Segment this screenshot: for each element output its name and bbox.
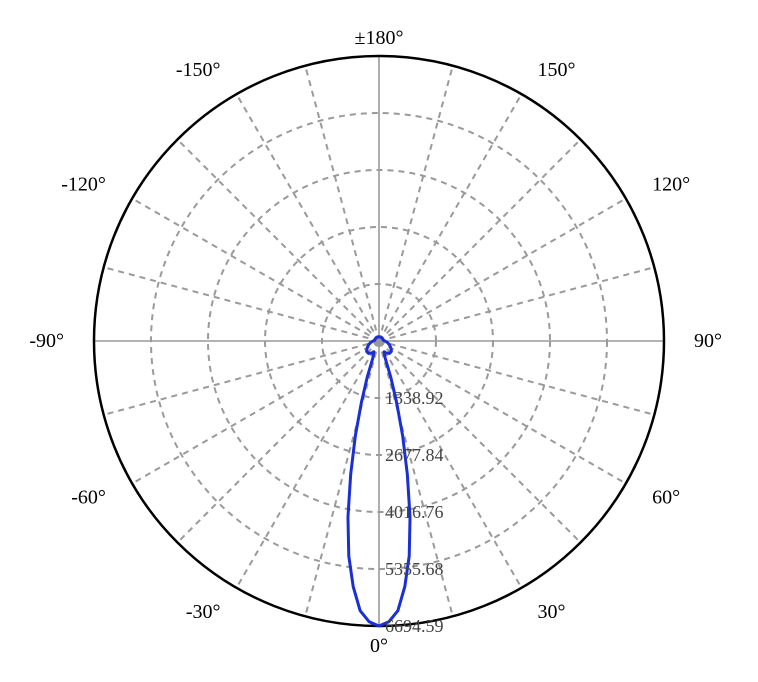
grid-spoke <box>379 66 453 341</box>
angle-label: -90° <box>29 330 64 352</box>
grid-spoke <box>132 341 379 484</box>
angle-label: 90° <box>694 330 722 352</box>
angle-label: 60° <box>652 487 680 509</box>
angle-label: ±180° <box>355 27 404 49</box>
grid-spoke <box>379 267 654 341</box>
angle-label: 150° <box>538 59 576 81</box>
grid-spoke <box>379 94 522 341</box>
grid-spoke <box>379 199 626 342</box>
radial-label: 1338.92 <box>385 388 444 408</box>
angle-label: -120° <box>61 174 106 196</box>
grid-spoke <box>379 139 581 341</box>
grid-spoke <box>104 341 379 415</box>
grid-spoke <box>237 94 380 341</box>
radial-label: 4016.76 <box>385 502 444 522</box>
grid-spoke <box>305 341 379 616</box>
angle-label: 30° <box>538 601 566 623</box>
radial-label: 5355.68 <box>385 559 444 579</box>
angle-label: 0° <box>370 635 388 657</box>
grid-spoke <box>237 341 380 588</box>
radial-label: 6694.59 <box>385 616 444 636</box>
grid-spoke <box>305 66 379 341</box>
radial-label: 2677.84 <box>385 445 444 465</box>
grid-spoke <box>177 139 379 341</box>
angle-label: -150° <box>176 59 221 81</box>
grid-spoke <box>104 267 379 341</box>
polar-chart: 1338.92 2677.84 4016.76 5355.68 6694.590° 30°… <box>0 0 758 682</box>
angle-label: -60° <box>71 487 106 509</box>
angle-label: -30° <box>186 601 221 623</box>
angle-label: 120° <box>652 174 690 196</box>
grid-spoke <box>132 199 379 342</box>
